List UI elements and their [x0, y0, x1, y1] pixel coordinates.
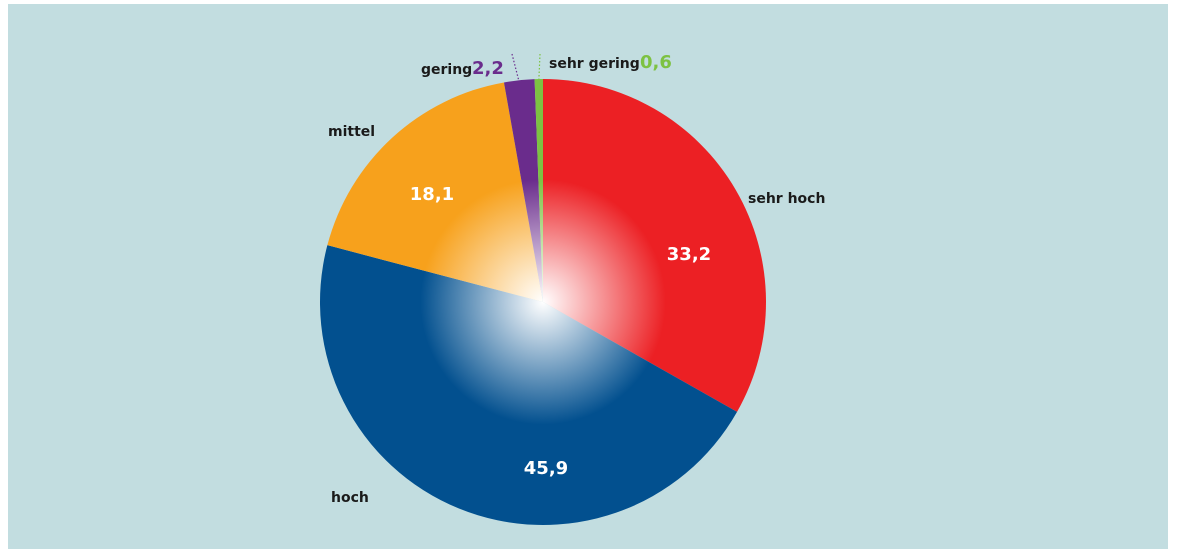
slice-value-label: 18,1	[410, 184, 454, 205]
pie-slice-sehr-gering	[534, 79, 543, 302]
slice-name-label: sehr gering	[549, 56, 640, 72]
pie-slice-mittel	[327, 82, 543, 302]
slice-value-label: 45,9	[524, 458, 568, 479]
slice-name-label: sehr hoch	[748, 191, 825, 207]
leader-line	[511, 53, 520, 83]
slice-value-label: 33,2	[667, 244, 711, 265]
leader-line	[538, 53, 541, 82]
pie-chart: sehr hoch 33,2 hoch 45,9 mittel 18,1 gering 2,2…	[319, 52, 825, 526]
slice-name-label: mittel	[328, 124, 375, 140]
chart-panel: sehr hoch 33,2 hoch 45,9 mittel 18,1 gering 2,2…	[8, 4, 1168, 549]
pie-slice-hoch	[319, 245, 738, 526]
slice-name-label: hoch	[331, 490, 369, 506]
slice-value-label: 0,6	[640, 52, 672, 73]
slice-value-label: 2,2	[472, 58, 504, 79]
pie-slice-gering	[503, 79, 543, 302]
pie-slice-sehr-hoch	[543, 79, 767, 412]
slice-name-label: gering	[421, 62, 472, 78]
